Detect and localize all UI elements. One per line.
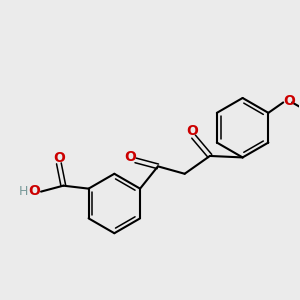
Text: O: O [283, 94, 295, 108]
Text: O: O [186, 124, 198, 138]
Text: O: O [28, 184, 40, 198]
Text: O: O [53, 151, 65, 165]
Text: O: O [124, 150, 136, 164]
Text: H: H [19, 184, 28, 197]
